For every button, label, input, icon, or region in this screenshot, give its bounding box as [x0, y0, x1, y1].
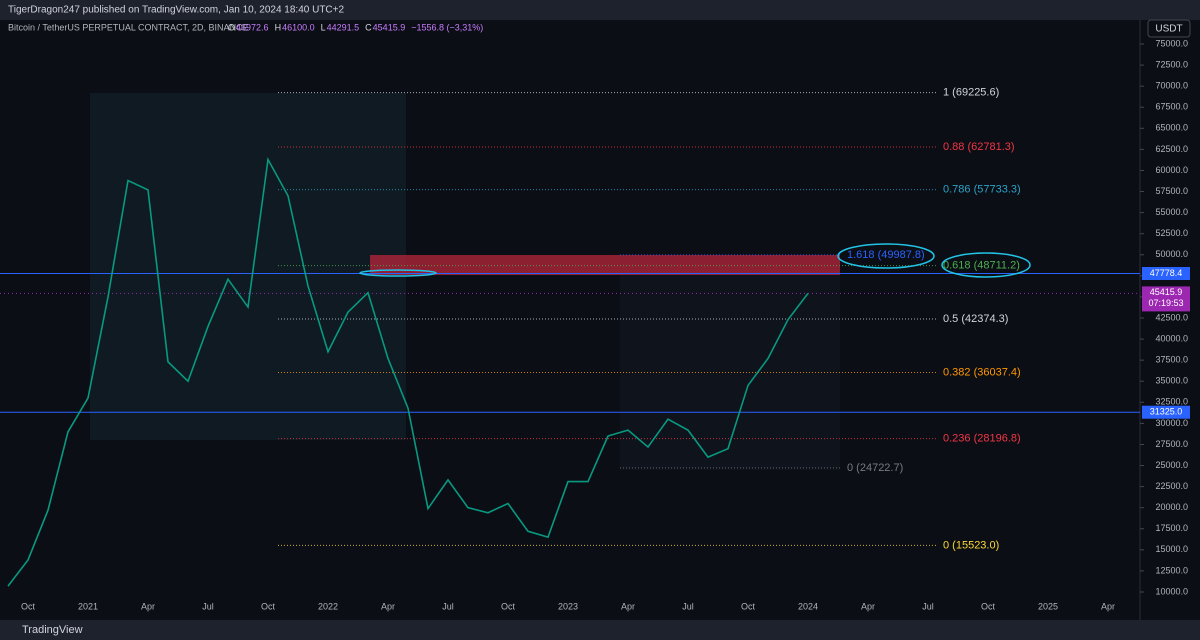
- symbol: Bitcoin / TetherUS PERPETUAL CONTRACT, 2…: [8, 22, 249, 32]
- volume-profile-area: [90, 93, 406, 440]
- y-tick-label: 37500.0: [1155, 355, 1188, 365]
- ohlc-value: 45415.9: [373, 22, 406, 32]
- y-tick-label: 70000.0: [1155, 81, 1188, 91]
- fib-label: 0.382 (36037.4): [943, 366, 1021, 378]
- last-price-label: 45415.9: [1150, 287, 1183, 297]
- chart-layer: 10000.0 12500.0 15000.0 17500.0 20000.0 22500…: [0, 38, 1190, 611]
- y-tick-label: 62500.0: [1155, 144, 1188, 154]
- x-tick-label: Apr: [1101, 601, 1115, 611]
- y-tick-label: 25000.0: [1155, 460, 1188, 470]
- y-tick-label: 67500.0: [1155, 102, 1188, 112]
- y-tick-label: 20000.0: [1155, 502, 1188, 512]
- x-tick-label: 2025: [1038, 601, 1058, 611]
- ohlc-value: 46100.0: [282, 22, 315, 32]
- y-tick-label: 32500.0: [1155, 397, 1188, 407]
- y-tick-label: 55000.0: [1155, 207, 1188, 217]
- y-tick-label: 40000.0: [1155, 333, 1188, 343]
- fib-label: 0.236 (28196.8): [943, 432, 1021, 444]
- x-tick-label: 2024: [798, 601, 818, 611]
- y-tick-label: 57500.0: [1155, 186, 1188, 196]
- price-line-series: [7, 156, 809, 587]
- x-tick-label: Apr: [381, 601, 395, 611]
- x-tick-label: Apr: [141, 601, 155, 611]
- y-tick-label: 27500.0: [1155, 439, 1188, 449]
- footer-logo: TradingView: [22, 624, 83, 636]
- x-tick-label: 2022: [318, 601, 338, 611]
- x-tick-label: Oct: [261, 601, 276, 611]
- x-tick-label: Jul: [922, 601, 934, 611]
- x-tick-label: Jul: [442, 601, 454, 611]
- fib-label: 0.5 (42374.3): [943, 313, 1008, 325]
- x-tick-label: Oct: [741, 601, 756, 611]
- x-tick-label: 2021: [78, 601, 98, 611]
- ohlc-key: C: [365, 22, 372, 32]
- fib-label: 0.618 (48711.2): [943, 260, 1020, 272]
- y-tick-label: 17500.0: [1155, 523, 1188, 533]
- price-tag: [1142, 266, 1190, 280]
- x-tick-label: Jul: [682, 601, 694, 611]
- y-tick-label: 42500.0: [1155, 312, 1188, 322]
- x-tick-label: Oct: [501, 601, 516, 611]
- fib-label: 0.786 (57733.3): [943, 183, 1021, 195]
- ohlc-key: O: [228, 22, 235, 32]
- ohlc-key: H: [275, 22, 282, 32]
- ohlc-key: L: [321, 22, 326, 32]
- change: −1556.8 (−3,31%): [411, 22, 483, 32]
- x-tick-label: 2023: [558, 601, 578, 611]
- x-tick-label: Oct: [21, 601, 36, 611]
- x-tick-label: Oct: [981, 601, 996, 611]
- price-tag-label: 47778.4: [1150, 268, 1183, 278]
- ohlc-value: 46972.6: [236, 22, 269, 32]
- fib-label: 1.618 (49987.8): [847, 249, 925, 261]
- x-tick-label: Jul: [202, 601, 214, 611]
- y-tick-label: 35000.0: [1155, 376, 1188, 386]
- countdown: 07:19:53: [1148, 298, 1183, 308]
- y-tick-label: 22500.0: [1155, 481, 1188, 491]
- currency-button[interactable]: [1147, 19, 1191, 38]
- last-price-tag: [1142, 286, 1190, 312]
- y-tick-label: 52500.0: [1155, 228, 1188, 238]
- footer-bar: [0, 620, 1200, 640]
- y-tick-label: 65000.0: [1155, 123, 1188, 133]
- y-tick-label: 60000.0: [1155, 165, 1188, 175]
- price-tag-label: 31325.0: [1150, 407, 1183, 417]
- fib-label: 0 (15523.0): [943, 539, 999, 551]
- top-bar: [0, 0, 1200, 20]
- annotation-circle: [941, 252, 1031, 278]
- y-tick-label: 30000.0: [1155, 418, 1188, 428]
- x-tick-label: Apr: [861, 601, 875, 611]
- fib-zone: [620, 255, 840, 470]
- y-tick-label: 75000.0: [1155, 38, 1188, 48]
- annotation-circle: [359, 269, 437, 277]
- price-tag: [1142, 405, 1190, 419]
- currency-label: USDT: [1155, 24, 1182, 35]
- y-tick-label: 10000.0: [1155, 586, 1188, 596]
- annotation-circle: [837, 243, 935, 269]
- publisher: TigerDragon247 published on TradingView.…: [8, 5, 344, 16]
- y-tick-label: 72500.0: [1155, 59, 1188, 69]
- x-tick-label: Apr: [621, 601, 635, 611]
- y-tick-label: 15000.0: [1155, 544, 1188, 554]
- fib-label: 0 (24722.7): [847, 462, 903, 474]
- ohlc-value: 44291.5: [327, 22, 360, 32]
- fib-label: 0.88 (62781.3): [943, 141, 1015, 153]
- fib-label: 1 (69225.6): [943, 87, 999, 99]
- y-tick-label: 50000.0: [1155, 249, 1188, 259]
- y-tick-label: 12500.0: [1155, 565, 1188, 575]
- supply-zone: [370, 255, 840, 275]
